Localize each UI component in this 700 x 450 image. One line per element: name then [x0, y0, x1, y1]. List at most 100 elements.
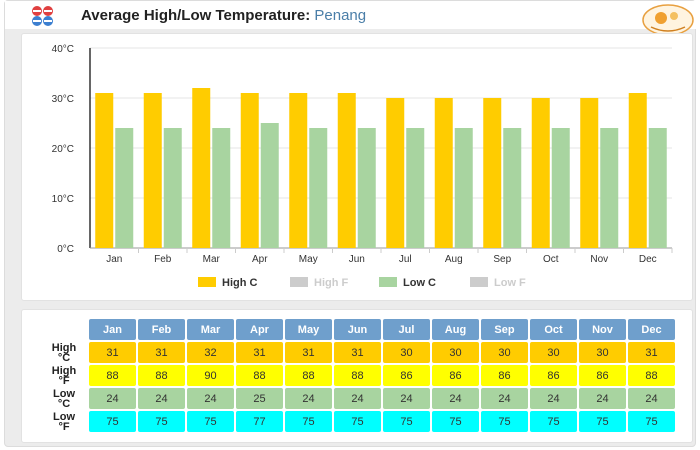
table-cell: 75	[285, 411, 332, 432]
bar-high-c-dec	[628, 93, 647, 248]
thermometer-icon	[32, 6, 53, 26]
table-cell: 31	[285, 342, 332, 363]
bar-low-c-sep	[503, 128, 522, 248]
bar-high-c-mar	[192, 88, 211, 248]
bar-high-c-jan	[95, 93, 114, 248]
table-cell: 88	[138, 365, 185, 386]
legend-item-low-f[interactable]: Low F	[494, 277, 526, 289]
table-cell: 31	[236, 342, 283, 363]
legend-item-low-c[interactable]: Low C	[403, 277, 436, 289]
bar-low-c-nov	[600, 128, 619, 248]
month-header: Nov	[579, 319, 626, 340]
row-label: High °F	[41, 365, 87, 386]
table-cell: 24	[334, 388, 381, 409]
row-label-unit: °F	[58, 420, 70, 433]
row-label-top: Low	[53, 410, 75, 423]
bar-low-c-oct	[551, 128, 570, 248]
site-logo	[642, 4, 694, 36]
table-cell: 30	[481, 342, 528, 363]
table-cell: 32	[187, 342, 234, 363]
table-cell: 30	[579, 342, 626, 363]
table-cell: 75	[530, 411, 577, 432]
x-tick-label: Jan	[106, 254, 122, 265]
row-label: Low °F	[41, 411, 87, 432]
month-header: Jul	[383, 319, 430, 340]
legend-swatch	[290, 277, 308, 287]
table-cell: 86	[481, 365, 528, 386]
y-tick-label: 30°C	[52, 94, 74, 105]
widget-frame: Average High/Low Temperature: Penang 0°C…	[4, 0, 697, 447]
temperature-bar-chart: 0°C 10°C 20°C 30°C 40°C Jan Feb Mar Apr May Jun Jul…	[52, 44, 673, 289]
y-tick-label: 20°C	[52, 144, 74, 155]
row-label-top: Low	[53, 387, 75, 400]
row-label-unit: °C	[57, 397, 71, 410]
bar-low-c-jul	[406, 128, 425, 248]
table-cell: 75	[432, 411, 479, 432]
bar-low-c-dec	[648, 128, 667, 248]
row-label: Low °C	[41, 388, 87, 409]
table-cell: 75	[138, 411, 185, 432]
table-cell: 88	[89, 365, 136, 386]
table-cell: 75	[334, 411, 381, 432]
x-tick-label: Jun	[349, 254, 365, 265]
month-header: Mar	[187, 319, 234, 340]
table-cell: 75	[579, 411, 626, 432]
month-header: May	[285, 319, 332, 340]
bar-high-c-aug	[434, 98, 453, 248]
table-body: High °C 31 31 32 31 31 31 30 30 30 30 30 31 High °F 88 88…	[41, 342, 675, 432]
bar-high-c-jun	[337, 93, 356, 248]
x-tick-label: Apr	[252, 254, 268, 265]
month-header: Feb	[138, 319, 185, 340]
legend-item-high-f[interactable]: High F	[314, 277, 348, 289]
table-cell: 24	[285, 388, 332, 409]
title-text: Average High/Low Temperature:	[81, 7, 311, 24]
bar-low-c-may	[309, 128, 328, 248]
bar-low-c-apr	[260, 123, 279, 248]
table-cell: 75	[89, 411, 136, 432]
table-cell: 24	[432, 388, 479, 409]
table-cell: 24	[187, 388, 234, 409]
table-cell: 24	[628, 388, 675, 409]
table-cell: 86	[530, 365, 577, 386]
table-cell: 24	[383, 388, 430, 409]
x-tick-label: Nov	[590, 254, 608, 265]
table-cell: 31	[334, 342, 381, 363]
month-header: Dec	[628, 319, 675, 340]
table-cell: 86	[432, 365, 479, 386]
table-cell: 31	[628, 342, 675, 363]
table-cell: 86	[579, 365, 626, 386]
table-cell: 75	[628, 411, 675, 432]
bar-low-c-mar	[212, 128, 231, 248]
table-cell: 88	[285, 365, 332, 386]
table-card: Jan Feb Mar Apr May Jun Jul Aug Sep Oct Nov Dec Hig…	[21, 309, 693, 443]
table-cell: 75	[383, 411, 430, 432]
chart-card: 0°C 10°C 20°C 30°C 40°C Jan Feb Mar Apr May Jun Jul…	[21, 33, 693, 301]
row-label-unit: °F	[58, 374, 70, 387]
table-header-row: Jan Feb Mar Apr May Jun Jul Aug Sep Oct Nov Dec	[41, 319, 675, 340]
table-cell: 88	[236, 365, 283, 386]
legend-swatch	[198, 277, 216, 287]
bar-high-c-may	[289, 93, 308, 248]
table-cell: 90	[187, 365, 234, 386]
x-tick-label: May	[299, 254, 318, 265]
legend-item-high-c[interactable]: High C	[222, 277, 257, 289]
header: Average High/Low Temperature: Penang	[5, 1, 697, 36]
month-header: Sep	[481, 319, 528, 340]
legend-swatch	[379, 277, 397, 287]
table-cell: 31	[89, 342, 136, 363]
table-cell: 25	[236, 388, 283, 409]
y-tick-label: 40°C	[52, 44, 74, 55]
bar-high-c-oct	[531, 98, 550, 248]
table-cell: 30	[432, 342, 479, 363]
row-label: High °C	[41, 342, 87, 363]
row-label-top: High	[51, 341, 77, 354]
table-cell: 77	[236, 411, 283, 432]
table-cell: 24	[530, 388, 577, 409]
x-tick-label: Dec	[639, 254, 657, 265]
table-cell: 24	[89, 388, 136, 409]
month-header: Jan	[89, 319, 136, 340]
table-cell: 24	[138, 388, 185, 409]
bar-low-c-jan	[115, 128, 134, 248]
x-tick-label: Oct	[543, 254, 559, 265]
page-title: Average High/Low Temperature: Penang	[81, 7, 366, 24]
